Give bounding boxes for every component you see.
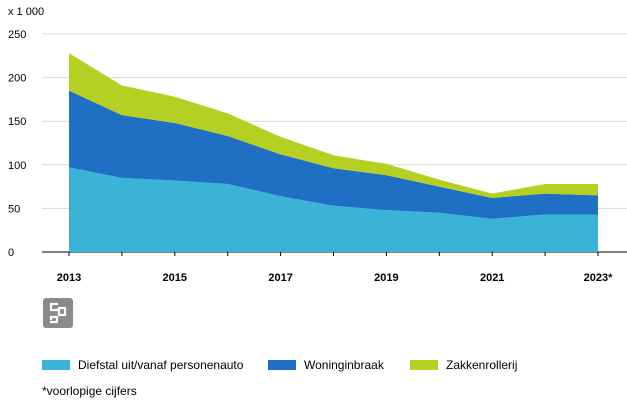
legend-label-zakkenrollerij: Zakkenrollerij [446,358,518,372]
y-tick-label: 50 [8,203,20,215]
x-tick-label: 2015 [163,272,187,284]
legend-swatch-woninginbraak [268,360,296,370]
legend: Diefstal uit/vanaf personenauto Woningin… [42,358,622,374]
legend-swatch-diefstal [42,360,70,370]
x-tick-label: 2021 [480,272,504,284]
x-tick-label: 2017 [268,272,292,284]
legend-item-woninginbraak: Woninginbraak [268,358,384,372]
legend-item-zakkenrollerij: Zakkenrollerij [410,358,517,372]
area-diefstal-uit-vanaf-personenauto [69,167,598,252]
y-tick-label: 100 [8,160,26,172]
cbs-logo [43,298,73,328]
footnote: *voorlopige cijfers [42,384,137,398]
x-axis-ticks: 2013 2015 2017 2019 2021 2023* [57,252,613,284]
y-tick-label: 250 [8,29,26,41]
unit-label: x 1 000 [8,6,44,18]
y-tick-label: 200 [8,73,26,85]
area-series [69,53,598,252]
y-tick-label: 150 [8,116,26,128]
y-tick-label: 0 [8,247,14,259]
x-tick-label: 2019 [374,272,398,284]
x-tick-label: 2013 [57,272,81,284]
y-axis-ticks: 0 50 100 150 200 250 [8,29,26,259]
x-tick-label: 2023* [584,272,613,284]
legend-label-diefstal: Diefstal uit/vanaf personenauto [78,358,244,372]
legend-label-woninginbraak: Woninginbraak [304,358,384,372]
legend-item-diefstal: Diefstal uit/vanaf personenauto [42,358,243,372]
area-woninginbraak [69,90,598,219]
legend-swatch-zakkenrollerij [410,360,438,370]
